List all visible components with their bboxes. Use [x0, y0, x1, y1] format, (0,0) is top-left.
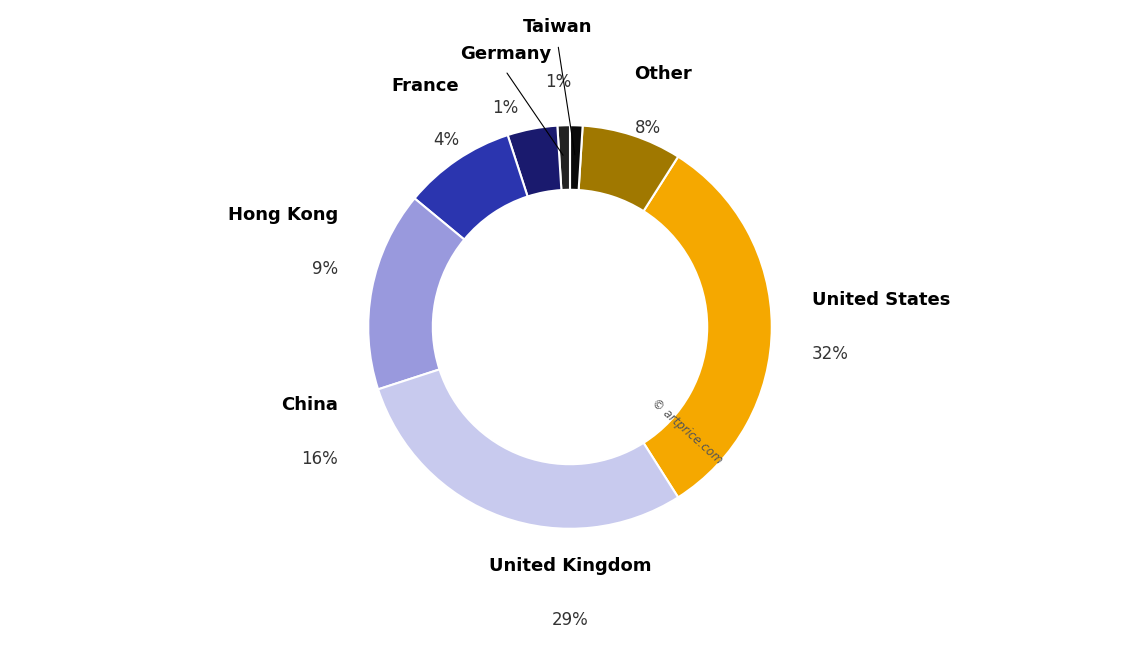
Wedge shape: [378, 370, 678, 529]
Wedge shape: [579, 126, 678, 211]
Text: Germany: Germany: [459, 44, 551, 63]
Text: United States: United States: [812, 291, 951, 309]
Text: 9%: 9%: [312, 260, 337, 279]
Text: France: France: [391, 77, 459, 95]
Text: China: China: [282, 396, 337, 414]
Text: 16%: 16%: [301, 450, 337, 468]
Text: 4%: 4%: [433, 131, 459, 149]
Text: 29%: 29%: [552, 611, 588, 630]
Wedge shape: [557, 125, 570, 190]
Wedge shape: [368, 198, 464, 389]
Wedge shape: [643, 157, 772, 497]
Text: Other: Other: [635, 65, 692, 83]
Text: 8%: 8%: [635, 119, 661, 137]
Text: 32%: 32%: [812, 345, 849, 363]
Wedge shape: [507, 126, 561, 196]
Wedge shape: [415, 135, 528, 239]
Text: © artprice.com: © artprice.com: [649, 397, 725, 467]
Wedge shape: [570, 125, 583, 190]
Text: 1%: 1%: [492, 99, 519, 117]
Text: 1%: 1%: [545, 73, 571, 91]
Text: Taiwan: Taiwan: [523, 18, 593, 37]
Text: Hong Kong: Hong Kong: [228, 206, 337, 224]
Text: United Kingdom: United Kingdom: [489, 557, 651, 575]
